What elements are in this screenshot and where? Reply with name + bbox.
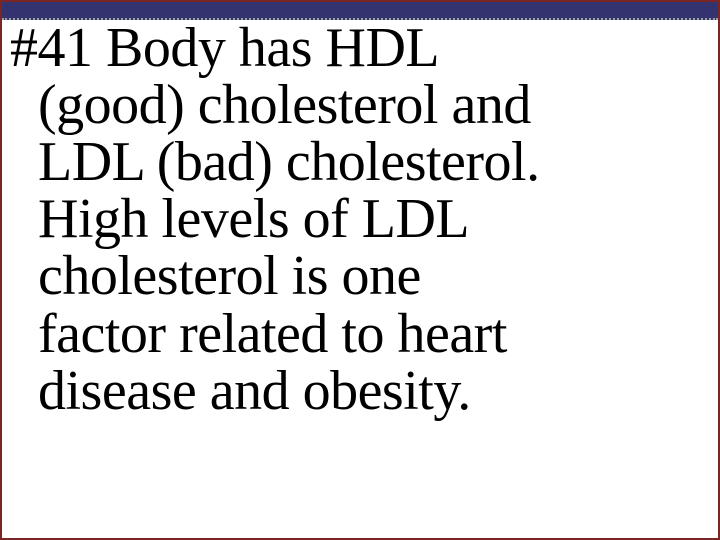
slide-frame: #41 Body has HDL (good) cholesterol and … (0, 0, 720, 540)
text-line-4: High levels of LDL (10, 191, 698, 248)
text-line-7: disease and obesity. (10, 363, 698, 420)
text-line-3: LDL (bad) cholesterol. (10, 134, 698, 191)
text-line-5: cholesterol is one (10, 248, 698, 305)
text-line-6: factor related to heart (10, 306, 698, 363)
slide-body-text: #41 Body has HDL (good) cholesterol and … (10, 20, 698, 420)
text-line-2: (good) cholesterol and (10, 77, 698, 134)
text-line-1: #41 Body has HDL (10, 17, 439, 79)
